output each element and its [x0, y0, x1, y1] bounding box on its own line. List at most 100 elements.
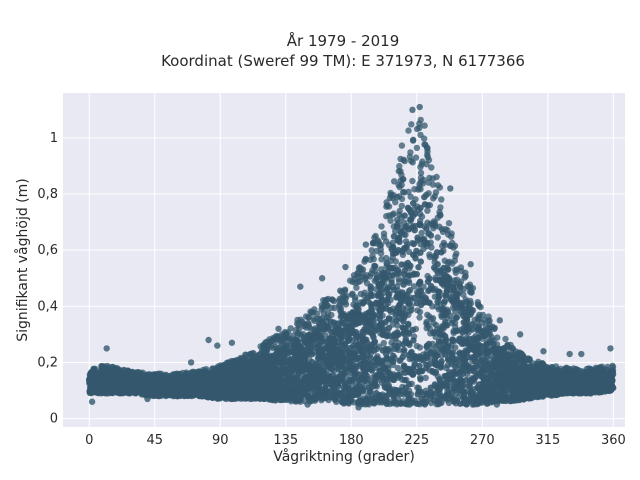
- data-point: [416, 344, 424, 351]
- data-point: [283, 388, 290, 395]
- data-point: [243, 351, 250, 359]
- data-point: [587, 365, 594, 373]
- data-point: [273, 335, 281, 342]
- data-point: [287, 336, 294, 344]
- data-point: [427, 384, 434, 391]
- data-point: [433, 322, 440, 329]
- data-point: [421, 122, 428, 129]
- data-point: [533, 360, 541, 368]
- data-point: [401, 376, 408, 384]
- data-point: [383, 199, 390, 206]
- data-point: [484, 360, 492, 367]
- data-point: [419, 158, 426, 165]
- data-point: [230, 357, 238, 365]
- data-point: [382, 345, 389, 353]
- data-point: [406, 153, 413, 160]
- data-point: [305, 319, 312, 327]
- data-point: [311, 317, 318, 325]
- data-point: [407, 307, 414, 315]
- data-point: [514, 353, 522, 360]
- data-point: [469, 321, 476, 328]
- data-point: [433, 303, 441, 310]
- data-point: [398, 142, 406, 149]
- data-point: [380, 339, 387, 347]
- data-point: [526, 356, 533, 363]
- data-point: [283, 331, 290, 338]
- data-point: [407, 286, 414, 294]
- data-point: [452, 344, 459, 351]
- data-point: [386, 387, 393, 394]
- data-point: [378, 223, 385, 230]
- data-point: [412, 154, 420, 161]
- data-point: [408, 121, 415, 128]
- data-point: [390, 376, 397, 383]
- data-point: [438, 382, 445, 390]
- data-point: [328, 304, 335, 311]
- data-point: [475, 314, 482, 321]
- data-point: [563, 365, 571, 372]
- data-point: [444, 259, 451, 267]
- data-point: [405, 127, 412, 134]
- data-point: [311, 306, 318, 313]
- data-point: [322, 297, 329, 304]
- data-point: [371, 234, 378, 241]
- data-point: [423, 320, 430, 327]
- data-point: [391, 178, 398, 185]
- data-point: [609, 362, 616, 369]
- data-point: [401, 157, 408, 165]
- data-point: [444, 382, 451, 390]
- data-point: [407, 193, 414, 200]
- data-point: [294, 320, 301, 327]
- data-point: [417, 258, 424, 265]
- data-points: [86, 103, 617, 411]
- data-point: [335, 302, 343, 309]
- data-point: [369, 240, 377, 247]
- data-point: [413, 125, 421, 133]
- data-point: [396, 163, 403, 170]
- data-point: [436, 208, 443, 216]
- data-point: [453, 250, 460, 257]
- data-point: [217, 362, 224, 369]
- data-point: [349, 290, 356, 297]
- data-point: [375, 291, 382, 298]
- data-point: [431, 193, 438, 200]
- data-point: [408, 215, 415, 223]
- data-point: [363, 272, 371, 279]
- data-point: [457, 264, 465, 271]
- data-point: [352, 279, 359, 286]
- data-point: [407, 391, 415, 398]
- data-point: [417, 169, 425, 177]
- data-point: [424, 148, 431, 155]
- data-point: [355, 269, 362, 276]
- data-point: [462, 273, 469, 280]
- data-point: [383, 238, 390, 245]
- data-point: [266, 338, 273, 346]
- data-point: [405, 279, 413, 286]
- data-point: [438, 196, 445, 203]
- data-point: [398, 202, 405, 210]
- chart-title-line-2: Koordinat (Sweref 99 TM): E 371973, N 61…: [161, 52, 525, 70]
- data-point: [386, 212, 393, 219]
- data-point: [387, 217, 394, 224]
- data-point: [424, 207, 431, 214]
- data-point: [456, 338, 464, 345]
- data-point: [249, 350, 256, 357]
- data-point: [478, 357, 485, 364]
- data-point: [429, 221, 436, 228]
- data-point: [397, 177, 404, 184]
- data-point: [380, 230, 388, 237]
- data-point: [371, 263, 378, 270]
- chart-title-line-1: År 1979 - 2019: [287, 31, 400, 50]
- data-point: [539, 360, 546, 367]
- data-point: [461, 361, 469, 368]
- data-point: [188, 369, 196, 376]
- data-point: [415, 264, 422, 271]
- data-point: [361, 289, 368, 296]
- data-point: [409, 159, 416, 166]
- data-point: [337, 287, 344, 294]
- data-point: [383, 397, 391, 404]
- data-point: [316, 323, 323, 330]
- data-point: [422, 141, 429, 149]
